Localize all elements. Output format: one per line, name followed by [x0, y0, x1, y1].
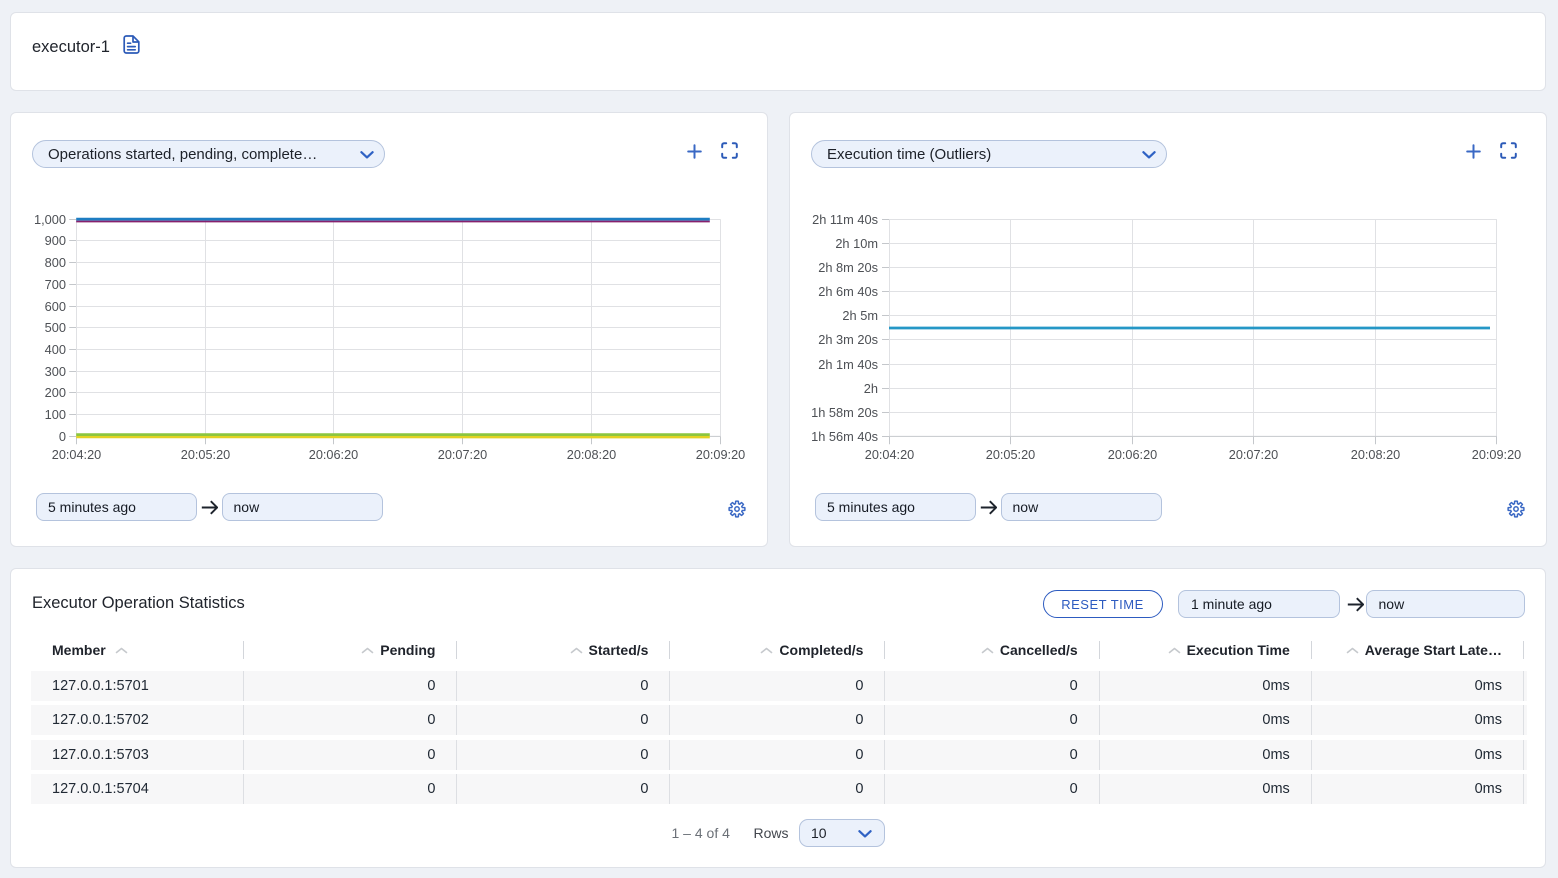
- svg-text:20:04:20: 20:04:20: [865, 448, 914, 462]
- svg-text:20:07:20: 20:07:20: [1229, 448, 1278, 462]
- svg-text:20:08:20: 20:08:20: [1351, 448, 1400, 462]
- svg-text:1h 58m 20s: 1h 58m 20s: [811, 405, 878, 420]
- svg-text:20:04:20: 20:04:20: [52, 448, 101, 462]
- svg-text:2h 8m 20s: 2h 8m 20s: [818, 260, 878, 275]
- svg-text:20:09:20: 20:09:20: [696, 448, 745, 462]
- svg-text:20:05:20: 20:05:20: [986, 448, 1035, 462]
- svg-text:2h 1m 40s: 2h 1m 40s: [818, 357, 878, 372]
- svg-text:20:08:20: 20:08:20: [567, 448, 616, 462]
- svg-text:2h 6m 40s: 2h 6m 40s: [818, 284, 878, 299]
- svg-text:20:09:20: 20:09:20: [1472, 448, 1521, 462]
- svg-text:2h 3m 20s: 2h 3m 20s: [818, 332, 878, 347]
- svg-text:20:06:20: 20:06:20: [1108, 448, 1157, 462]
- svg-text:2h 11m 40s: 2h 11m 40s: [812, 212, 878, 227]
- svg-text:700: 700: [45, 277, 66, 292]
- svg-text:20:06:20: 20:06:20: [309, 448, 358, 462]
- svg-text:600: 600: [45, 299, 66, 314]
- svg-text:2h: 2h: [864, 381, 878, 396]
- svg-text:900: 900: [45, 233, 66, 248]
- svg-text:500: 500: [45, 320, 66, 335]
- svg-text:20:07:20: 20:07:20: [438, 448, 487, 462]
- svg-text:1h 56m 40s: 1h 56m 40s: [811, 429, 878, 444]
- svg-text:0: 0: [59, 429, 66, 444]
- svg-text:800: 800: [45, 255, 66, 270]
- svg-text:2h 10m: 2h 10m: [835, 236, 878, 251]
- svg-text:20:05:20: 20:05:20: [181, 448, 230, 462]
- svg-text:100: 100: [45, 407, 66, 422]
- svg-text:200: 200: [45, 385, 66, 400]
- svg-text:2h 5m: 2h 5m: [842, 308, 878, 323]
- svg-text:400: 400: [45, 342, 66, 357]
- svg-text:300: 300: [45, 364, 66, 379]
- svg-text:1,000: 1,000: [34, 212, 66, 227]
